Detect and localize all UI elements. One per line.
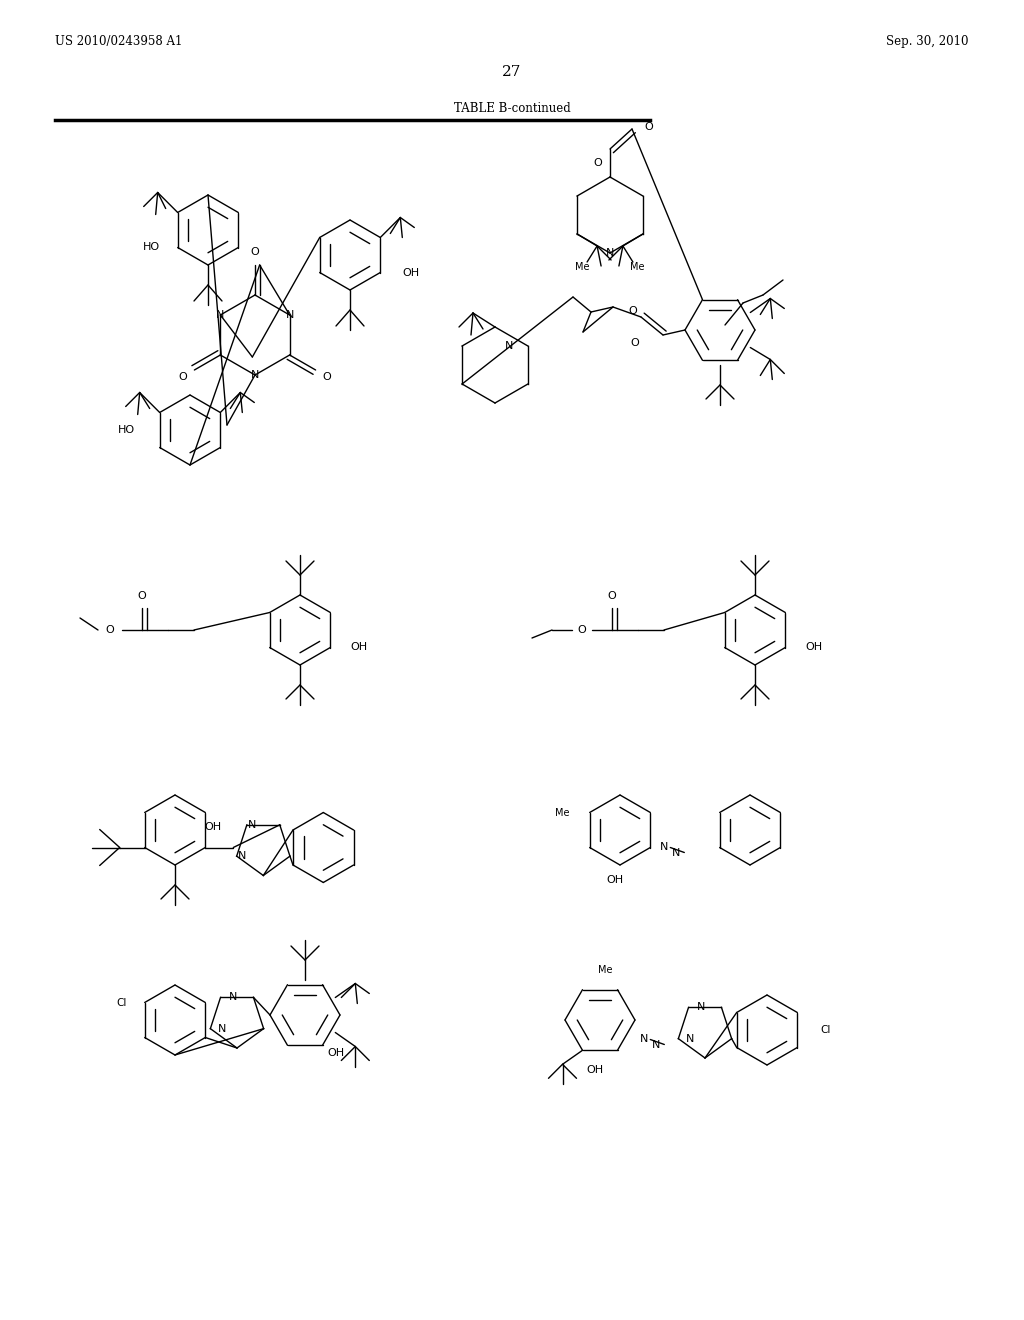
Text: OH: OH — [350, 643, 368, 652]
Text: N: N — [696, 1002, 705, 1012]
Text: N: N — [640, 1035, 648, 1044]
Text: HO: HO — [118, 425, 135, 436]
Text: N: N — [216, 310, 224, 319]
Text: O: O — [578, 624, 587, 635]
Text: O: O — [105, 624, 115, 635]
Text: Cl: Cl — [820, 1026, 830, 1035]
Text: HO: HO — [142, 243, 160, 252]
Text: OH: OH — [205, 821, 222, 832]
Text: N: N — [672, 849, 681, 858]
Text: N: N — [660, 842, 669, 853]
Text: N: N — [652, 1040, 660, 1051]
Text: N: N — [248, 820, 256, 830]
Text: Me: Me — [598, 965, 612, 975]
Text: Me: Me — [575, 261, 590, 272]
Text: O: O — [631, 338, 639, 348]
Text: Sep. 30, 2010: Sep. 30, 2010 — [886, 36, 968, 49]
Text: N: N — [228, 993, 237, 1002]
Text: O: O — [323, 371, 331, 381]
Text: O: O — [629, 306, 637, 315]
Text: N: N — [505, 341, 513, 351]
Text: OH: OH — [587, 1065, 603, 1074]
Text: 27: 27 — [503, 65, 521, 79]
Text: N: N — [238, 851, 246, 861]
Text: TABLE B-continued: TABLE B-continued — [454, 102, 570, 115]
Text: OH: OH — [606, 875, 624, 884]
Text: Me: Me — [630, 261, 644, 272]
Text: O: O — [644, 121, 652, 132]
Text: US 2010/0243958 A1: US 2010/0243958 A1 — [55, 36, 182, 49]
Text: Cl: Cl — [117, 998, 127, 1007]
Text: O: O — [137, 591, 146, 601]
Text: OH: OH — [402, 268, 420, 277]
Text: O: O — [179, 371, 187, 381]
Text: O: O — [251, 247, 259, 257]
Text: N: N — [286, 310, 294, 319]
Text: Me: Me — [555, 808, 569, 817]
Text: O: O — [594, 158, 602, 168]
Text: O: O — [607, 591, 616, 601]
Text: OH: OH — [328, 1048, 345, 1059]
Text: OH: OH — [805, 643, 822, 652]
Text: N: N — [606, 248, 614, 257]
Text: N: N — [251, 370, 259, 380]
Text: N: N — [218, 1023, 226, 1034]
Text: N: N — [686, 1034, 694, 1044]
